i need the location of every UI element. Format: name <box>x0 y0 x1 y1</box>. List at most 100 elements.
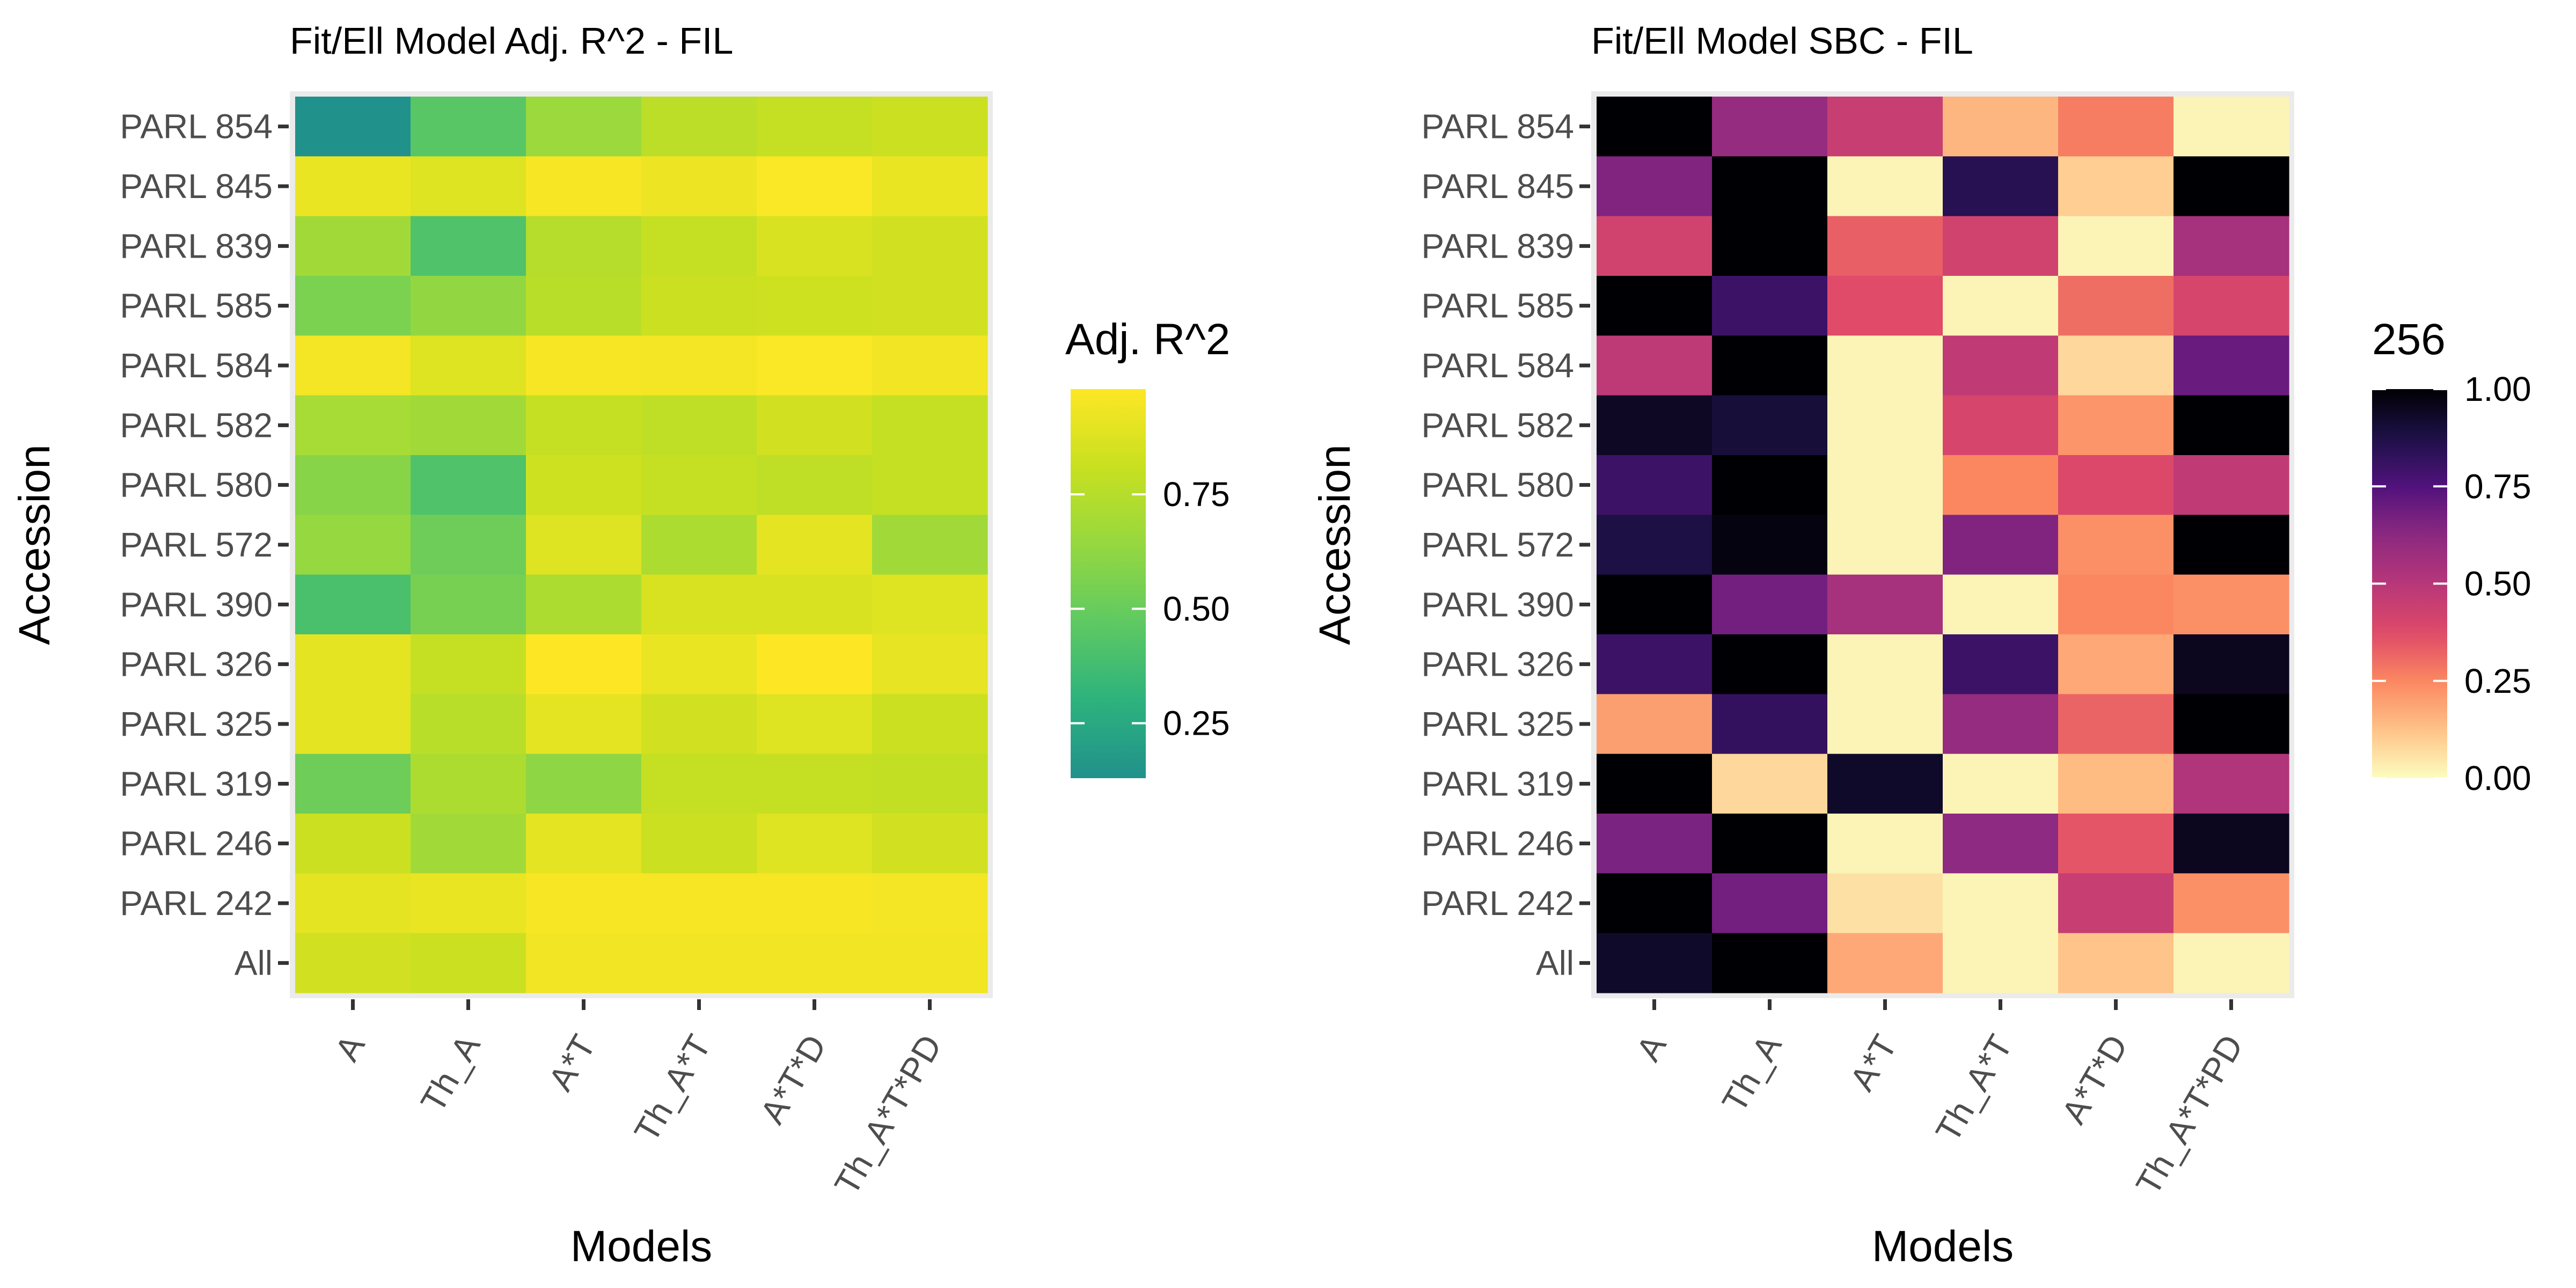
fit-adj-r2-tile-9-5 <box>872 634 988 694</box>
fit-sbc-tile-1-2 <box>1827 156 1943 217</box>
fit-sbc-tile-9-5 <box>2174 634 2289 694</box>
fit-adj-r2-tile-0-5 <box>872 97 988 157</box>
fit-adj-r2-tile-8-4 <box>757 574 873 635</box>
fit-sbc-tile-5-1 <box>1712 395 1828 456</box>
fit-adj-r2-tile-12-5 <box>872 814 988 874</box>
fit-adj-r2-x-tick-label-1: Th_A <box>413 1028 488 1119</box>
fit-adj-r2-tile-12-1 <box>411 814 526 874</box>
fit-sbc-tile-6-3 <box>1943 455 2059 515</box>
fit-sbc-tile-3-5 <box>2174 276 2289 336</box>
fit-adj-r2-tile-7-2 <box>526 515 642 575</box>
fit-sbc-tile-8-0 <box>1597 574 1713 635</box>
fit-sbc-tile-2-5 <box>2174 216 2289 276</box>
fit-adj-r2-tile-11-1 <box>411 753 526 814</box>
fit-adj-r2-tile-1-3 <box>641 156 757 217</box>
fit-sbc-tile-1-3 <box>1943 156 2059 217</box>
fit-sbc-tile-14-1 <box>1712 933 1828 993</box>
fit-adj-r2-tile-6-1 <box>411 455 526 515</box>
fit-adj-r2-tile-12-4 <box>757 814 873 874</box>
fit-sbc-tile-0-4 <box>2058 97 2174 157</box>
fit-adj-r2-tile-1-1 <box>411 156 526 217</box>
fit-sbc-tile-12-3 <box>1943 814 2059 874</box>
fit-sbc-y-tick-label-6: PARL 580 <box>1421 466 1574 504</box>
fit-sbc-tile-12-5 <box>2174 814 2289 874</box>
fit-sbc-tile-7-0 <box>1597 515 1713 575</box>
fit-sbc-tile-2-0 <box>1597 216 1713 276</box>
fit-adj-r2-y-tick-label-14: All <box>235 943 273 982</box>
fit-adj-r2-tile-13-3 <box>641 873 757 934</box>
fit-adj-r2-tile-4-1 <box>411 335 526 396</box>
fit-sbc-y-tick-label-8: PARL 390 <box>1421 585 1574 624</box>
fit-sbc-tile-0-0 <box>1597 97 1713 157</box>
fit-adj-r2-tile-5-4 <box>757 395 873 456</box>
fit-adj-r2-tile-12-2 <box>526 814 642 874</box>
fit-sbc-tile-11-5 <box>2174 753 2289 814</box>
fit-adj-r2-x-tick-label-5: Th_A*T*PD <box>827 1028 949 1201</box>
fit-adj-r2-tile-7-5 <box>872 515 988 575</box>
fit-adj-r2-tile-10-4 <box>757 694 873 755</box>
fit-adj-r2-tile-5-0 <box>295 395 411 456</box>
fit-adj-r2-tile-12-0 <box>295 814 411 874</box>
fit-adj-r2-legend-tick-label-1: 0.50 <box>1163 589 1230 628</box>
fit-sbc-tile-9-3 <box>1943 634 2059 694</box>
fit-adj-r2-tile-10-2 <box>526 694 642 755</box>
fit-adj-r2-tile-5-3 <box>641 395 757 456</box>
fit-adj-r2-tile-10-0 <box>295 694 411 755</box>
fit-adj-r2-tile-5-5 <box>872 395 988 456</box>
fit-adj-r2-x-axis-title: Models <box>570 1222 712 1271</box>
fit-sbc-tile-5-5 <box>2174 395 2289 456</box>
fit-sbc-x-tick-label-2: A*T <box>1842 1028 1905 1097</box>
fit-sbc-tile-13-1 <box>1712 873 1828 934</box>
fit-sbc-tile-5-0 <box>1597 395 1713 456</box>
fit-sbc-tile-14-2 <box>1827 933 1943 993</box>
fit-sbc-tile-2-3 <box>1943 216 2059 276</box>
fit-sbc-tile-4-1 <box>1712 335 1828 396</box>
fit-sbc-tile-8-3 <box>1943 574 2059 635</box>
fit-sbc-tile-2-1 <box>1712 216 1828 276</box>
fit-adj-r2-tile-4-0 <box>295 335 411 396</box>
fit-adj-r2-tile-2-1 <box>411 216 526 276</box>
fit-sbc-tile-13-5 <box>2174 873 2289 934</box>
fit-sbc-tile-13-2 <box>1827 873 1943 934</box>
fit-sbc-tile-11-4 <box>2058 753 2174 814</box>
fit-sbc-tile-11-2 <box>1827 753 1943 814</box>
fit-adj-r2-tile-4-4 <box>757 335 873 396</box>
fit-adj-r2-tile-4-3 <box>641 335 757 396</box>
fit-adj-r2-tile-9-1 <box>411 634 526 694</box>
fit-adj-r2-tile-0-1 <box>411 97 526 157</box>
fit-sbc-tile-14-5 <box>2174 933 2289 993</box>
fit-sbc-tile-4-4 <box>2058 335 2174 396</box>
fit-adj-r2-tile-11-2 <box>526 753 642 814</box>
fit-sbc-tile-14-3 <box>1943 933 2059 993</box>
fit-adj-r2-y-tick-label-6: PARL 580 <box>120 466 273 504</box>
fit-adj-r2-panel: Fit/Ell Model Adj. R^2 - FIL PARL 854 PARL… <box>10 20 1230 1271</box>
fit-adj-r2-tile-14-3 <box>641 933 757 993</box>
fit-adj-r2-tile-14-5 <box>872 933 988 993</box>
fit-sbc-x-tick-label-0: A <box>1629 1028 1674 1067</box>
fit-adj-r2-tile-3-3 <box>641 276 757 336</box>
fit-adj-r2-y-tick-label-5: PARL 582 <box>120 406 273 444</box>
fit-adj-r2-tile-8-0 <box>295 574 411 635</box>
fit-sbc-x-tick-label-3: Th_A*T <box>1928 1028 2020 1148</box>
fit-sbc-tile-12-0 <box>1597 814 1713 874</box>
fit-adj-r2-tile-0-0 <box>295 97 411 157</box>
fit-sbc-tile-8-4 <box>2058 574 2174 635</box>
fit-sbc-legend-tick-label-3: 0.75 <box>2464 467 2531 506</box>
fit-adj-r2-y-tick-label-2: PARL 839 <box>120 226 273 265</box>
fit-adj-r2-y-tick-label-10: PARL 325 <box>120 705 273 743</box>
fit-sbc-chart-title: Fit/Ell Model SBC - FIL <box>1591 20 1973 62</box>
fit-adj-r2-tile-3-5 <box>872 276 988 336</box>
fit-sbc-y-tick-label-13: PARL 242 <box>1421 884 1574 923</box>
fit-sbc-tile-10-4 <box>2058 694 2174 755</box>
fit-sbc-y-tick-label-4: PARL 584 <box>1421 346 1574 385</box>
fit-adj-r2-tile-0-2 <box>526 97 642 157</box>
fit-sbc-tile-12-4 <box>2058 814 2174 874</box>
fit-adj-r2-tile-6-3 <box>641 455 757 515</box>
fit-adj-r2-tile-8-5 <box>872 574 988 635</box>
fit-adj-r2-tile-12-3 <box>641 814 757 874</box>
fit-sbc-legend-tick-label-2: 0.50 <box>2464 565 2531 603</box>
fit-adj-r2-tile-9-3 <box>641 634 757 694</box>
fit-adj-r2-tile-2-4 <box>757 216 873 276</box>
fit-adj-r2-tile-2-3 <box>641 216 757 276</box>
